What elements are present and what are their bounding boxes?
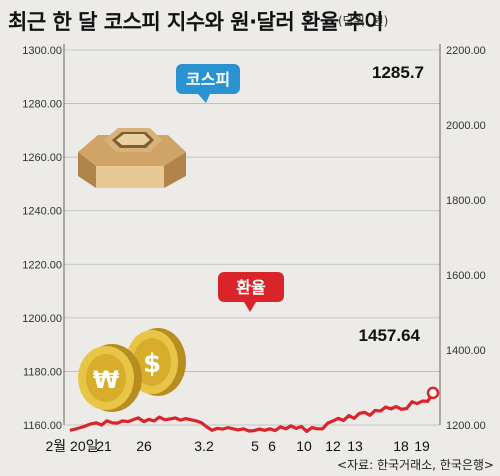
x-tick-label: 18 bbox=[393, 438, 409, 454]
x-tick-label: 21 bbox=[96, 438, 112, 454]
right-tick-label: 1800.00 bbox=[446, 195, 486, 207]
x-tick-label: 12 bbox=[325, 438, 341, 454]
right-tick-label: 1600.00 bbox=[446, 270, 486, 282]
kospi-badge: 코스피 bbox=[176, 64, 240, 103]
stock-exchange-building-icon bbox=[78, 128, 186, 188]
coins-icon: $ ₩ bbox=[78, 328, 186, 412]
x-tick-label: 10 bbox=[296, 438, 312, 454]
right-tick-label: 2000.00 bbox=[446, 120, 486, 132]
exchange-rate-line-end-point bbox=[426, 386, 440, 400]
kospi-end-label: 1457.64 bbox=[359, 326, 421, 345]
left-tick-label: 1160.00 bbox=[23, 420, 62, 432]
x-tick-label: 3.2 bbox=[194, 438, 214, 454]
exchange-rate-line bbox=[69, 392, 435, 433]
x-tick-label: 26 bbox=[136, 438, 152, 454]
x-tick-label: 5 bbox=[251, 438, 259, 454]
x-tick-label: 6 bbox=[268, 438, 276, 454]
left-tick-label: 1300.00 bbox=[22, 45, 62, 57]
svg-text:$: $ bbox=[143, 349, 161, 379]
right-tick-label: 1400.00 bbox=[446, 345, 486, 357]
left-tick-label: 1240.00 bbox=[22, 206, 62, 218]
left-tick-label: 1220.00 bbox=[22, 259, 62, 271]
unit-label: (단위: 원) bbox=[338, 14, 389, 28]
left-tick-label: 1260.00 bbox=[22, 152, 62, 164]
exchange-rate-badge-label: 환율 bbox=[236, 278, 266, 297]
x-tick-label: 2월 20일 bbox=[45, 438, 98, 454]
left-axis: 1160.00 1180.00 1200.00 1220.00 1240.00 1260.… bbox=[22, 44, 65, 432]
right-tick-label: 2200.00 bbox=[446, 45, 486, 57]
right-tick-label: 1200.00 bbox=[446, 420, 486, 432]
x-tick-label: 13 bbox=[347, 438, 363, 454]
svg-text:₩: ₩ bbox=[93, 366, 120, 394]
exchange-rate-end-label: 1285.7 bbox=[372, 63, 424, 82]
series-layer bbox=[69, 386, 440, 433]
left-tick-label: 1200.00 bbox=[22, 313, 62, 325]
kospi-badge-label: 코스피 bbox=[186, 70, 230, 89]
right-axis: 1200.00 1400.00 1600.00 1800.00 2000.00 2200.… bbox=[439, 44, 486, 432]
chart-title: 최근 한 달 코스피 지수와 원·달러 환율 추이 bbox=[8, 10, 384, 34]
source-note: <자료: 한국거래소, 한국은행> bbox=[336, 458, 494, 472]
exchange-rate-badge: 환율 bbox=[218, 272, 284, 312]
left-tick-label: 1180.00 bbox=[23, 366, 62, 378]
left-tick-label: 1280.00 bbox=[22, 99, 62, 111]
x-tick-label: 19 bbox=[414, 438, 430, 454]
